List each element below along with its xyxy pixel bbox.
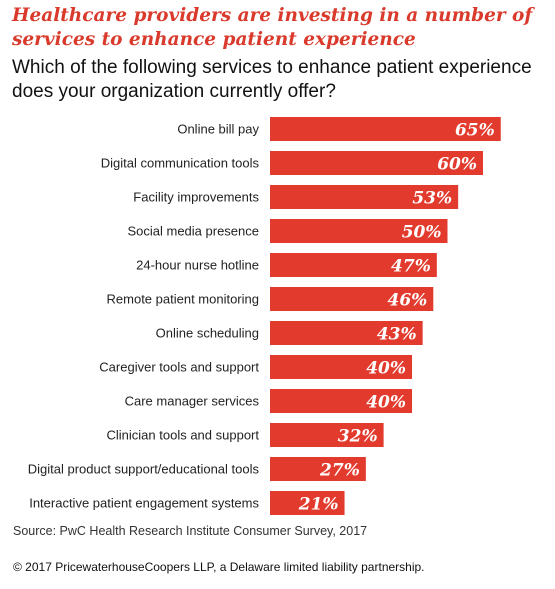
bar	[270, 185, 459, 209]
value-label: 40%	[366, 393, 406, 413]
category-label: Online bill pay	[177, 122, 259, 137]
value-label: 27%	[319, 461, 360, 481]
category-label: Interactive patient engagement systems	[29, 496, 259, 511]
value-label: 40%	[366, 359, 406, 379]
value-label: 50%	[402, 223, 442, 243]
bar	[270, 355, 412, 379]
category-label: Digital communication tools	[101, 156, 260, 171]
category-label: Clinician tools and support	[107, 428, 260, 443]
value-label: 65%	[455, 121, 495, 141]
value-label: 60%	[437, 155, 477, 175]
bar	[270, 287, 434, 311]
value-label: 43%	[377, 325, 417, 345]
chart-title: Healthcare providers are investing in a …	[12, 5, 533, 50]
value-label: 32%	[338, 427, 378, 447]
value-label: 46%	[387, 291, 427, 311]
bar	[270, 321, 423, 345]
copyright-note: © 2017 PricewaterhouseCoopers LLP, a Del…	[13, 560, 425, 574]
category-label: Social media presence	[127, 224, 259, 239]
bar-chart: Online bill pay 65% Digital communication …	[28, 117, 501, 515]
category-label: Online scheduling	[156, 326, 259, 341]
bar	[270, 151, 483, 175]
category-label: Facility improvements	[133, 190, 259, 205]
value-label: 21%	[298, 495, 339, 515]
bar	[270, 389, 412, 413]
category-label: Care manager services	[125, 394, 260, 409]
value-label: 53%	[412, 189, 452, 209]
category-label: Caregiver tools and support	[99, 360, 259, 375]
chart-subtitle: Which of the following services to enhan…	[12, 57, 532, 102]
category-label: Digital product support/educational tool…	[28, 462, 260, 477]
bar	[270, 219, 448, 243]
source-note: Source: PwC Health Research Institute Co…	[13, 524, 368, 538]
value-label: 47%	[391, 257, 431, 277]
bar	[270, 117, 501, 141]
category-label: 24-hour nurse hotline	[136, 258, 259, 273]
bar	[270, 253, 437, 277]
bar	[270, 457, 366, 481]
bar	[270, 491, 345, 515]
bar	[270, 423, 384, 447]
category-label: Remote patient monitoring	[107, 292, 259, 307]
